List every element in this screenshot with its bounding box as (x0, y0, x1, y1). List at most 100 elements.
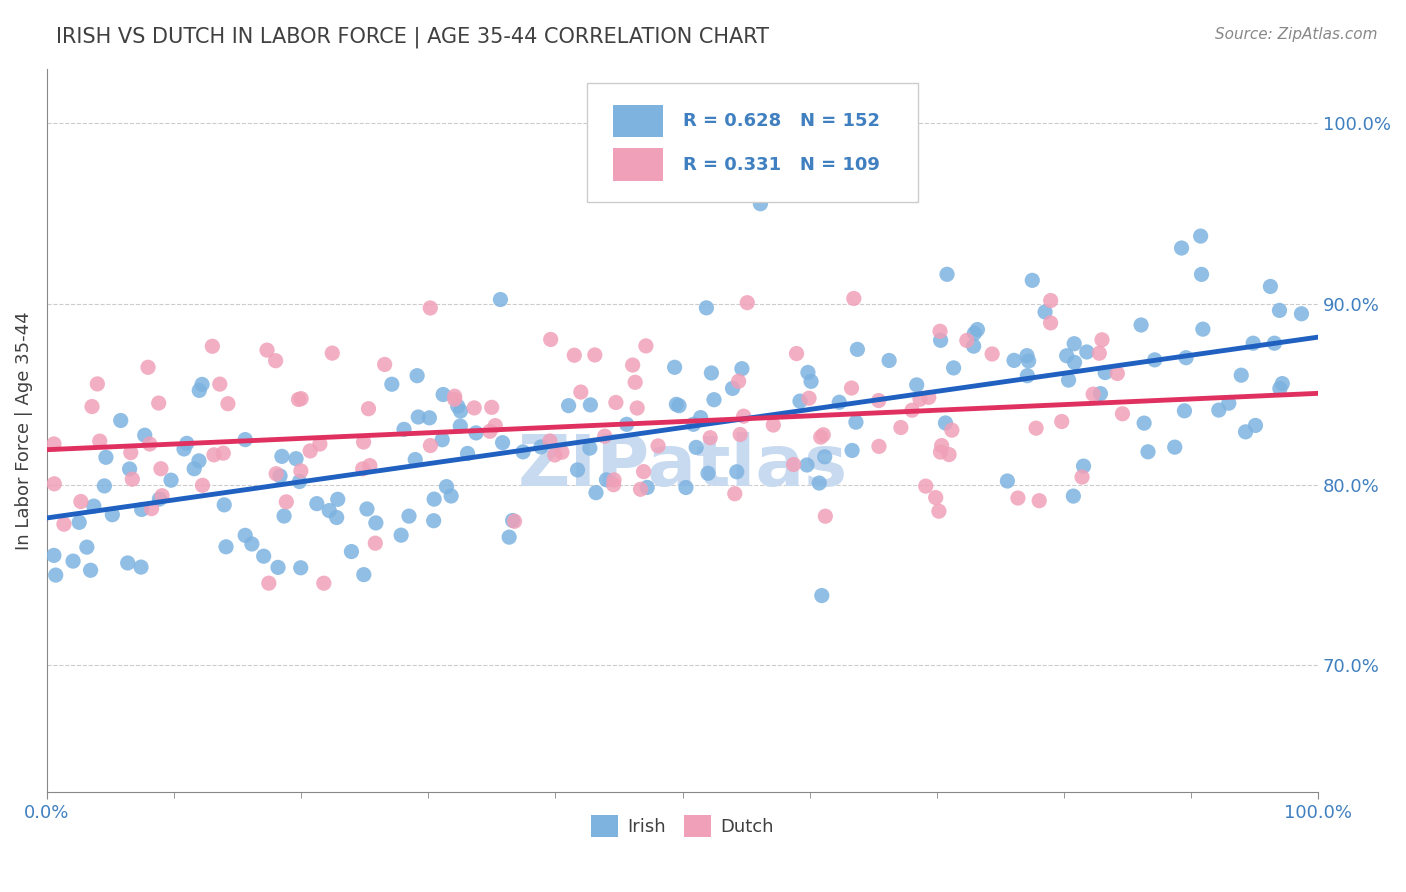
Point (1170, 241, 1192, 255)
Point (1208, 403, 1230, 417)
Point (93, 479, 115, 493)
Point (544, 448, 567, 462)
Point (1017, 368, 1039, 383)
Point (1189, 229, 1212, 244)
Point (665, 397, 688, 411)
Point (120, 445, 142, 459)
Text: Source: ZipAtlas.com: Source: ZipAtlas.com (1215, 27, 1378, 42)
Point (392, 422, 415, 436)
Point (42, 437, 65, 451)
Point (406, 409, 429, 424)
Point (942, 360, 965, 375)
Point (647, 439, 669, 453)
Point (890, 420, 912, 434)
Point (796, 458, 818, 472)
Point (309, 437, 332, 451)
Point (1039, 316, 1062, 330)
Point (356, 502, 378, 516)
Point (1007, 491, 1029, 505)
Point (287, 392, 309, 407)
Point (924, 491, 946, 505)
Point (94, 450, 117, 465)
Point (703, 392, 725, 407)
Point (187, 454, 209, 468)
Point (605, 395, 627, 409)
Point (721, 381, 744, 395)
Point (276, 495, 298, 509)
Point (735, 295, 758, 310)
Point (797, 391, 820, 405)
Text: ZIPatlas: ZIPatlas (517, 432, 848, 501)
Point (1033, 305, 1056, 319)
Point (138, 437, 160, 451)
Point (465, 425, 488, 440)
Point (374, 358, 396, 372)
Point (595, 473, 617, 487)
Point (52, 517, 75, 532)
Point (191, 478, 214, 492)
Point (201, 339, 224, 353)
Point (118, 462, 141, 476)
Point (966, 322, 988, 336)
Point (733, 409, 755, 424)
Point (191, 377, 214, 392)
Point (877, 353, 900, 368)
Point (110, 413, 132, 427)
Point (540, 333, 562, 347)
Point (901, 403, 924, 417)
Point (1244, 418, 1267, 433)
FancyBboxPatch shape (588, 83, 918, 202)
Point (1192, 322, 1215, 336)
Point (364, 516, 387, 530)
Point (288, 475, 311, 489)
Point (131, 502, 153, 516)
Point (305, 497, 328, 511)
Point (432, 433, 454, 447)
Point (695, 301, 717, 315)
Point (749, 196, 772, 211)
Point (1028, 493, 1050, 508)
Point (1173, 404, 1195, 418)
Point (841, 443, 863, 458)
Point (321, 346, 343, 360)
Point (1107, 367, 1129, 381)
Point (962, 339, 984, 353)
Point (141, 501, 163, 516)
Point (981, 347, 1004, 361)
Point (443, 389, 465, 403)
Point (148, 396, 170, 410)
Point (636, 480, 658, 494)
Point (512, 445, 534, 459)
Point (624, 376, 647, 390)
Point (233, 528, 256, 542)
Point (176, 436, 198, 450)
Point (602, 477, 624, 491)
Point (1050, 415, 1073, 429)
Point (579, 398, 602, 412)
Point (1130, 318, 1153, 332)
Point (42, 549, 65, 563)
Text: IRISH VS DUTCH IN LABOR FORCE | AGE 35-44 CORRELATION CHART: IRISH VS DUTCH IN LABOR FORCE | AGE 35-4… (56, 27, 769, 48)
Point (689, 410, 711, 425)
Y-axis label: In Labor Force | Age 35-44: In Labor Force | Age 35-44 (15, 311, 32, 549)
Point (1143, 352, 1166, 367)
Point (1175, 351, 1198, 365)
Point (447, 399, 470, 413)
Point (117, 556, 139, 570)
Point (422, 514, 444, 528)
Point (80, 400, 103, 414)
Point (929, 334, 952, 348)
Point (1083, 387, 1105, 401)
Point (67, 516, 90, 530)
Point (810, 589, 832, 603)
Point (929, 324, 952, 338)
Point (76, 540, 98, 554)
Point (440, 489, 463, 503)
Point (478, 424, 501, 438)
Point (842, 292, 865, 306)
Point (630, 483, 652, 497)
Point (700, 366, 723, 380)
Point (567, 463, 589, 477)
Point (762, 417, 785, 432)
Point (868, 439, 890, 453)
